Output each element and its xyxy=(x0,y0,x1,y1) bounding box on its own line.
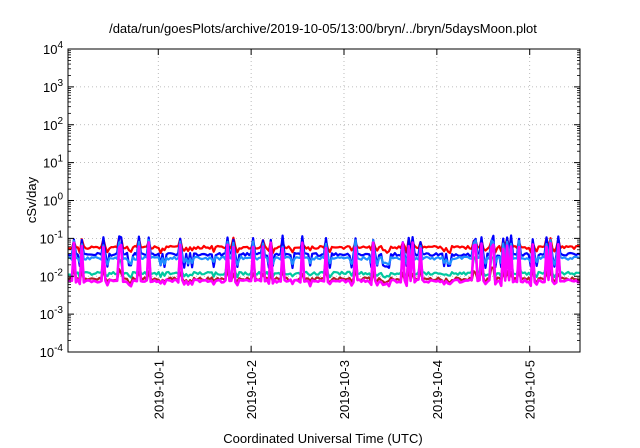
y-tick-label: 10-2 xyxy=(40,267,64,284)
y-axis-label: cSv/day xyxy=(24,176,39,223)
y-tick-label: 103 xyxy=(43,78,63,95)
x-tick-label: 2019-10-3 xyxy=(337,360,352,419)
y-tick-label: 102 xyxy=(43,116,63,133)
plot-frame xyxy=(67,48,581,353)
plot-series xyxy=(67,234,581,288)
grid xyxy=(68,49,580,352)
x-tick-label: 2019-10-4 xyxy=(430,360,445,419)
y-tick-label: 100 xyxy=(43,192,63,209)
y-tick-label: 10-4 xyxy=(40,343,64,360)
axes: 10-4 10-3 10-2 10-1 100 101 102 103 104 2019-10-1… xyxy=(40,40,581,419)
x-axis-label: Coordinated Universal Time (UTC) xyxy=(223,431,422,446)
series-line-6 xyxy=(67,241,581,288)
y-tick-label: 10-1 xyxy=(40,229,64,246)
chart-title: /data/run/goesPlots/archive/2019-10-05/1… xyxy=(109,21,537,36)
x-tick-label: 2019-10-5 xyxy=(523,360,538,419)
y-tick-label: 10-3 xyxy=(40,305,64,322)
y-tick-label: 101 xyxy=(43,154,63,171)
x-tick-label: 2019-10-1 xyxy=(151,360,166,419)
x-tick-label: 2019-10-2 xyxy=(244,360,259,419)
y-tick-label: 104 xyxy=(43,40,63,57)
